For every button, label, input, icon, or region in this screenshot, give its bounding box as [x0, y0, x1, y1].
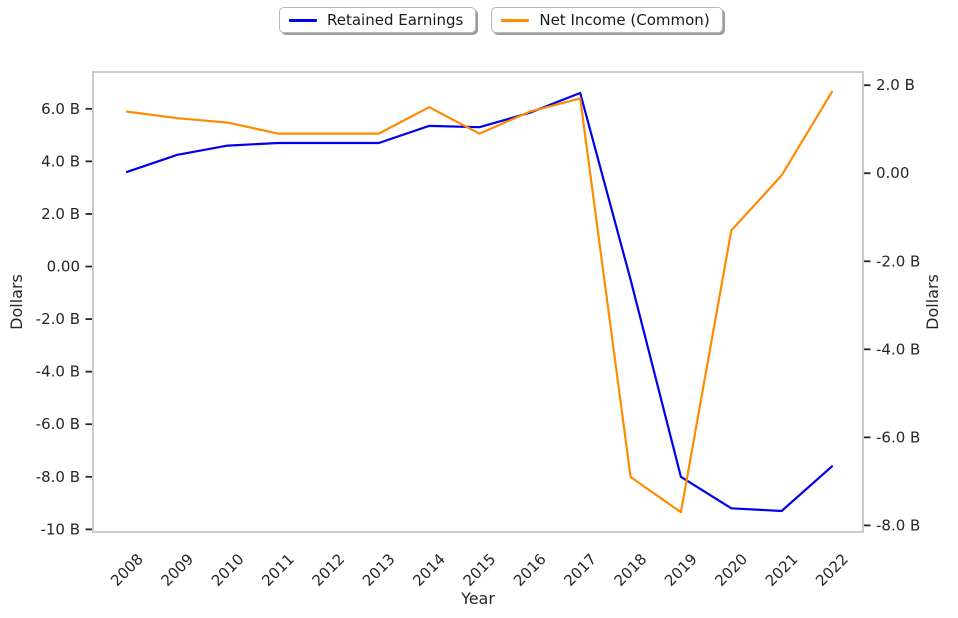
legend-label-retained-earnings: Retained Earnings: [327, 11, 464, 29]
left-tick-label: 0.00: [47, 258, 80, 276]
retained-earnings-line-swatch: [289, 18, 317, 22]
series-line-net-income-common: [125, 90, 834, 514]
left-tick-label: 2.0 B: [41, 205, 80, 223]
x-tick-label: 2022: [812, 550, 852, 590]
x-tick-label: 2014: [409, 550, 449, 590]
x-tick-label: 2009: [157, 550, 197, 590]
x-tick-label: 2008: [107, 550, 147, 590]
left-tick-label: -8.0 B: [36, 468, 80, 486]
x-tick-label: 2013: [359, 550, 399, 590]
x-tick-label: 2015: [460, 550, 500, 590]
right-tick-label: -8.0 B: [876, 516, 920, 534]
x-tick-label: 2021: [762, 550, 802, 590]
legend-retained-earnings: Retained Earnings: [279, 7, 477, 33]
x-tick-label: 2012: [309, 550, 349, 590]
right-tick-label: -4.0 B: [876, 340, 920, 358]
legend-label-net-income: Net Income (Common): [539, 11, 710, 29]
x-tick-label: 2017: [560, 550, 600, 590]
x-axis-title: Year: [460, 589, 495, 608]
x-tick-label: 2018: [611, 550, 651, 590]
x-tick-label: 2016: [510, 550, 550, 590]
plot-frame: [92, 71, 864, 533]
x-tick-label: 2011: [258, 550, 298, 590]
x-tick-label: 2020: [711, 550, 751, 590]
right-tick-label: 0.00: [876, 164, 909, 182]
right-tick-label: -6.0 B: [876, 428, 920, 446]
right-tick-label: 2.0 B: [876, 76, 915, 94]
series-line-retained-earnings: [125, 91, 834, 513]
legend-net-income: Net Income (Common): [491, 7, 723, 33]
left-tick-label: -2.0 B: [36, 310, 80, 328]
left-tick-label: -4.0 B: [36, 363, 80, 381]
x-tick-label: 2019: [661, 550, 701, 590]
left-tick-label: 4.0 B: [41, 152, 80, 170]
right-tick-label: -2.0 B: [876, 252, 920, 270]
x-tick-label: 2010: [208, 550, 248, 590]
left-tick-label: -10 B: [40, 520, 80, 538]
net-income-line-swatch: [501, 18, 530, 22]
left-tick-label: 6.0 B: [41, 100, 80, 118]
left-axis-title: Dollars: [7, 274, 26, 330]
legend: Retained Earnings Net Income (Common): [279, 7, 723, 33]
left-tick-label: -6.0 B: [36, 415, 80, 433]
right-axis-title: Dollars: [923, 274, 942, 330]
